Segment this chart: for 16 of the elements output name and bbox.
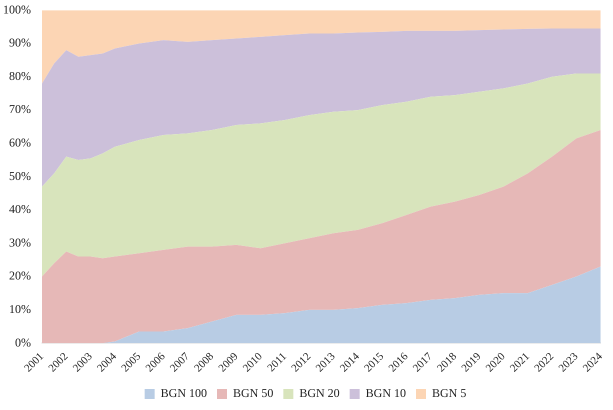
y-tick-label: 20% [8,268,31,283]
y-tick-label: 90% [8,36,31,50]
legend-label: BGN 50 [232,386,274,400]
y-tick-label: 50% [8,168,31,183]
y-tick-label: 40% [8,202,31,216]
legend-label: BGN 5 [432,386,466,400]
y-tick-label: 10% [8,302,31,316]
y-tick-label: 70% [8,102,31,116]
legend-label: BGN 20 [299,386,340,400]
legend-label: BGN 10 [366,386,406,400]
legend-label: BGN 100 [160,386,208,400]
y-tick-label: 30% [8,235,31,250]
y-tick-label: 80% [8,68,31,83]
y-tick-label: 100% [2,2,31,16]
y-tick-label: 0% [14,335,31,350]
y-tick-label: 60% [8,136,31,150]
